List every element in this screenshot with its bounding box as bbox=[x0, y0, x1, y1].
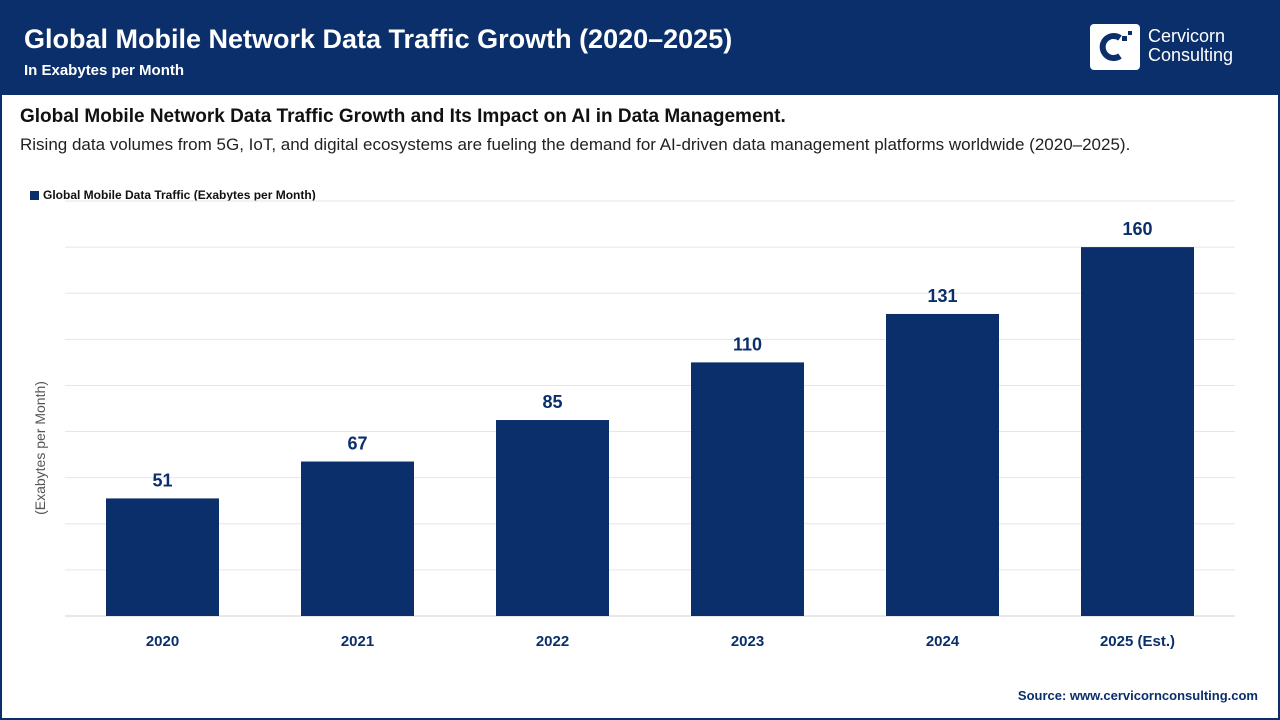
legend: Global Mobile Data Traffic (Exabytes per… bbox=[30, 188, 316, 202]
source-text: Source: www.cervicornconsulting.com bbox=[1017, 688, 1258, 703]
header: Global Mobile Network Data Traffic Growt… bbox=[0, 0, 1280, 95]
bar bbox=[106, 498, 219, 616]
bar bbox=[691, 362, 804, 616]
chart-heading: Global Mobile Network Data Traffic Growt… bbox=[20, 106, 786, 127]
data-label: 85 bbox=[542, 392, 562, 412]
bar bbox=[301, 461, 414, 616]
logo-icon bbox=[1090, 24, 1140, 70]
data-label: 160 bbox=[1122, 219, 1152, 239]
x-tick-label: 2021 bbox=[341, 633, 374, 650]
x-tick-label: 2020 bbox=[146, 633, 179, 650]
x-tick-label: 2025 (Est.) bbox=[1100, 633, 1175, 650]
data-label: 51 bbox=[152, 470, 172, 490]
bar bbox=[496, 420, 609, 616]
bar bbox=[1081, 247, 1194, 616]
data-label: 131 bbox=[927, 286, 957, 306]
logo-line-1: Cervicorn bbox=[1148, 26, 1226, 46]
page-subtitle: In Exabytes per Month bbox=[24, 62, 185, 79]
bar bbox=[886, 313, 999, 616]
legend-swatch bbox=[30, 190, 39, 200]
logo-text: Cervicorn Consulting bbox=[1148, 27, 1233, 65]
x-tick-label: 2022 bbox=[536, 633, 569, 650]
logo-line-2: Consulting bbox=[1148, 45, 1234, 65]
x-tick-label: 2024 bbox=[926, 633, 960, 650]
data-label: 67 bbox=[347, 434, 367, 454]
data-label: 110 bbox=[733, 334, 762, 354]
x-tick-label: 2023 bbox=[731, 633, 764, 650]
chart-description: Rising data volumes from 5G, IoT, and di… bbox=[20, 135, 1131, 154]
page-title: Global Mobile Network Data Traffic Growt… bbox=[24, 24, 733, 54]
legend-label: Global Mobile Data Traffic (Exabytes per… bbox=[43, 188, 316, 202]
